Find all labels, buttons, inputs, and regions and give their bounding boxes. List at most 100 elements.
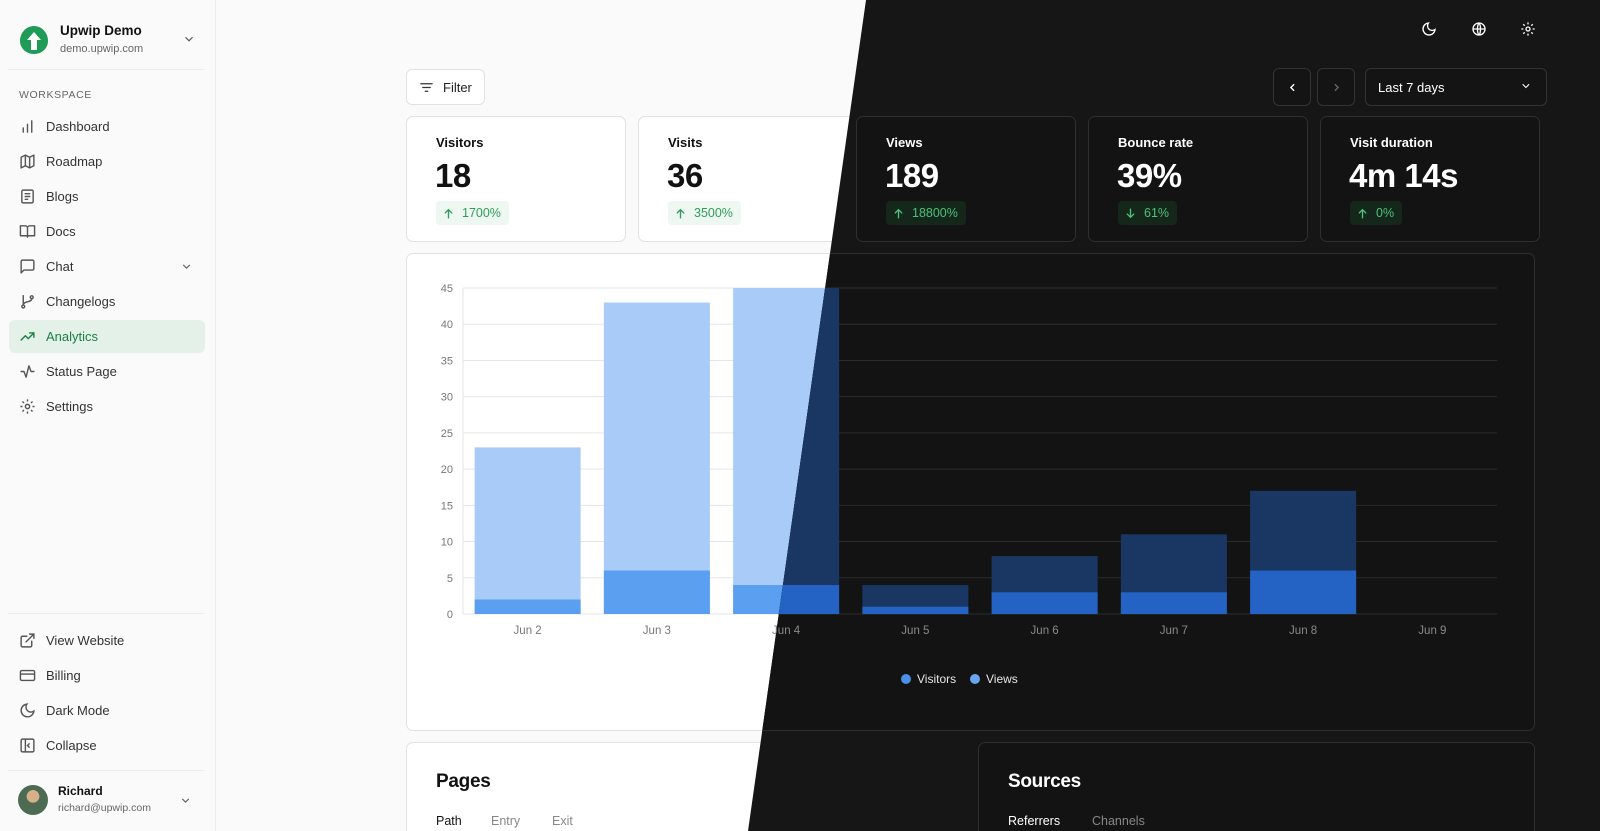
- pages-title: Pages: [436, 771, 491, 792]
- bar-views[interactable]: [603, 302, 710, 614]
- bar-views[interactable]: [474, 447, 581, 614]
- filter-button[interactable]: Filter: [406, 69, 485, 105]
- legend-swatch: [901, 674, 911, 684]
- sidebar-item-billing[interactable]: Billing: [9, 659, 205, 692]
- x-tick-label: Jun 7: [1160, 625, 1188, 637]
- y-tick-label: 45: [441, 283, 453, 295]
- sidebar-item-status-page[interactable]: Status Page: [9, 355, 205, 388]
- y-tick-label: 30: [441, 392, 453, 404]
- moon-icon: [20, 703, 35, 718]
- divider: [8, 770, 204, 771]
- sidebar-item-dashboard[interactable]: Dashboard: [9, 110, 205, 143]
- y-tick-label: 0: [447, 609, 453, 621]
- workspace-name: Upwip Demo: [60, 23, 142, 39]
- gear-icon: [1521, 22, 1535, 36]
- trending-up-icon: [20, 332, 35, 341]
- stat-card-bounce-rate[interactable]: Bounce rate 39% 61%: [1088, 116, 1308, 242]
- globe-icon: [1472, 22, 1486, 36]
- theme-toggle-button[interactable]: [1418, 18, 1440, 40]
- panel-left-icon: [20, 738, 35, 753]
- stat-change-badge: 18800%: [886, 201, 966, 225]
- sidebar-item-roadmap[interactable]: Roadmap: [9, 145, 205, 178]
- y-tick-label: 25: [441, 428, 453, 440]
- y-tick-label: 10: [441, 537, 453, 549]
- moon-icon: [1422, 22, 1436, 36]
- date-range-select[interactable]: Last 7 days: [1365, 68, 1547, 106]
- bar-visitors[interactable]: [991, 592, 1098, 614]
- chevron-down-icon: [182, 264, 191, 269]
- bar-visitors[interactable]: [1120, 592, 1227, 614]
- workspace-domain: demo.upwip.com: [60, 43, 144, 56]
- sidebar-item-docs[interactable]: Docs: [9, 215, 205, 248]
- stat-change-badge: 3500%: [668, 201, 741, 225]
- previous-period-button[interactable]: [1273, 68, 1311, 106]
- tab-channels[interactable]: Channels: [1092, 814, 1145, 828]
- user-menu[interactable]: Richard richard@upwip.com: [18, 780, 204, 820]
- bar-visitors[interactable]: [474, 599, 581, 614]
- arrow-up-icon: [894, 208, 903, 219]
- arrow-up-icon: [1358, 208, 1367, 219]
- tab-exit[interactable]: Exit: [552, 814, 573, 828]
- user-email: richard@upwip.com: [58, 802, 151, 815]
- bar-visitors[interactable]: [603, 570, 710, 614]
- bar-visitors[interactable]: [1250, 570, 1357, 614]
- activity-icon: [20, 365, 35, 378]
- tab-referrers[interactable]: Referrers: [1008, 814, 1061, 828]
- stat-card-visit-duration[interactable]: Visit duration 4m 14s 0%: [1320, 116, 1540, 242]
- stat-value: 4m 14s: [1349, 157, 1458, 194]
- sidebar-item-label: Docs: [46, 224, 76, 239]
- sidebar-item-chat[interactable]: Chat: [9, 250, 205, 283]
- divider: [8, 613, 204, 614]
- stat-card-visitors[interactable]: Visitors 18 1700%: [406, 116, 626, 242]
- sidebar-item-label: Collapse: [46, 738, 97, 753]
- stat-card-views[interactable]: Views 189 18800%: [856, 116, 1076, 242]
- stat-title: Visitors: [436, 135, 484, 150]
- section-label-workspace: WORKSPACE: [19, 89, 92, 101]
- chevron-down-icon: [181, 798, 190, 803]
- stat-change: 1700%: [462, 206, 501, 220]
- x-tick-label: Jun 8: [1289, 625, 1317, 637]
- sidebar-item-collapse[interactable]: Collapse: [9, 729, 205, 762]
- bar-visitors[interactable]: [862, 606, 969, 614]
- filter-label: Filter: [443, 79, 472, 95]
- newspaper-icon: [21, 189, 34, 204]
- chevron-down-icon: [1522, 83, 1530, 89]
- language-button[interactable]: [1468, 18, 1490, 40]
- sidebar-item-label: Chat: [46, 259, 74, 274]
- map-icon: [20, 154, 35, 169]
- tab-entry[interactable]: Entry: [491, 814, 521, 828]
- legend-label[interactable]: Views: [986, 672, 1018, 686]
- workspace-switcher[interactable]: Upwip Demo demo.upwip.com: [18, 18, 204, 62]
- legend-label[interactable]: Visitors: [917, 672, 956, 686]
- next-period-button[interactable]: [1317, 68, 1355, 106]
- y-tick-label: 40: [441, 319, 453, 331]
- sidebar-item-analytics[interactable]: Analytics: [9, 320, 205, 353]
- sidebar: Upwip Demo demo.upwip.com WORKSPACE Dash…: [0, 0, 216, 831]
- arrow-down-icon: [1126, 207, 1135, 218]
- tab-path[interactable]: Path: [436, 814, 462, 828]
- sidebar-item-dark-mode[interactable]: Dark Mode: [9, 694, 205, 727]
- settings-icon: [20, 399, 35, 414]
- stat-card-visits[interactable]: Visits 36 3500%: [638, 116, 858, 242]
- x-tick-label: Jun 5: [901, 625, 929, 637]
- date-range-value: Last 7 days: [1378, 79, 1445, 95]
- message-square-icon: [20, 259, 35, 274]
- bar-chart-icon: [22, 120, 33, 133]
- settings-button[interactable]: [1517, 18, 1539, 40]
- sidebar-item-changelogs[interactable]: Changelogs: [9, 285, 205, 318]
- chevron-left-icon: [1289, 83, 1295, 91]
- sidebar-item-label: Dashboard: [46, 119, 110, 134]
- stat-change-badge: 0%: [1350, 201, 1403, 225]
- sidebar-item-label: Roadmap: [46, 154, 103, 169]
- user-name: Richard: [58, 784, 103, 799]
- stat-title: Views: [886, 135, 923, 150]
- divider: [8, 69, 204, 70]
- sidebar-item-label: Dark Mode: [46, 703, 110, 718]
- sidebar-item-blogs[interactable]: Blogs: [9, 180, 205, 213]
- y-tick-label: 35: [441, 355, 453, 367]
- upwip-logo-icon: [20, 26, 48, 54]
- y-tick-label: 5: [447, 573, 453, 585]
- sidebar-item-settings[interactable]: Settings: [9, 390, 205, 423]
- sidebar-item-view-website[interactable]: View Website: [9, 624, 205, 657]
- sidebar-item-label: Analytics: [46, 329, 99, 344]
